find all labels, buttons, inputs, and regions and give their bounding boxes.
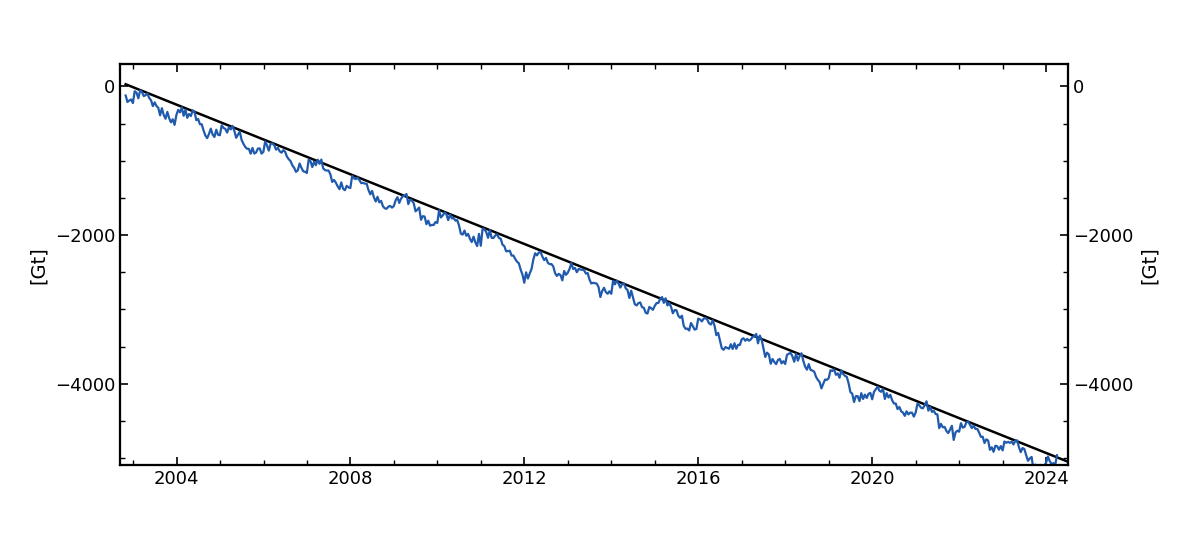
Y-axis label: [Gt]: [Gt] bbox=[1140, 246, 1159, 284]
Y-axis label: [Gt]: [Gt] bbox=[29, 246, 48, 284]
